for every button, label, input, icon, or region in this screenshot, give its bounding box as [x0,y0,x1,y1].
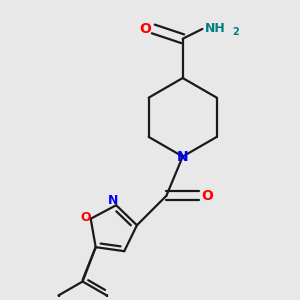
Text: O: O [80,211,91,224]
Text: NH: NH [205,22,226,35]
Text: O: O [139,22,151,36]
Text: O: O [201,189,213,203]
Text: N: N [177,149,188,164]
Text: N: N [108,194,118,207]
Text: 2: 2 [232,27,239,37]
